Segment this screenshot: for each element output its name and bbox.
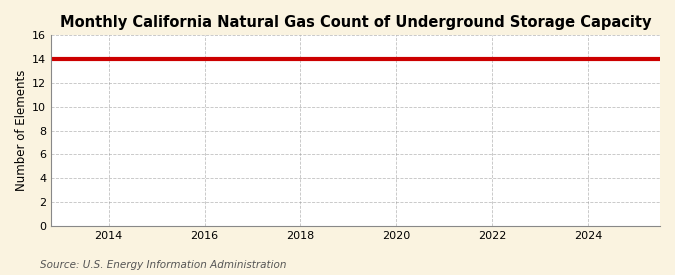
Title: Monthly California Natural Gas Count of Underground Storage Capacity: Monthly California Natural Gas Count of …	[60, 15, 651, 30]
Y-axis label: Number of Elements: Number of Elements	[15, 70, 28, 191]
Text: Source: U.S. Energy Information Administration: Source: U.S. Energy Information Administ…	[40, 260, 287, 270]
